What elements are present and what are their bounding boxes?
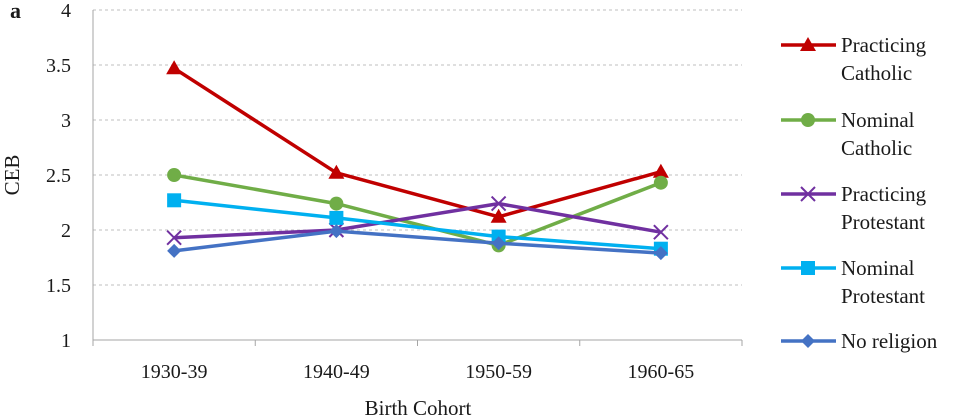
- legend-item-practicing-protestant: Practicing Protestant: [781, 182, 927, 234]
- data-point-nominal-protestant: [167, 193, 182, 208]
- data-point-practicing-catholic: [166, 60, 183, 75]
- data-point-practicing-catholic: [490, 208, 507, 223]
- y-tick-label: 1: [61, 330, 71, 352]
- data-point-nominal-catholic: [329, 196, 344, 211]
- data-point-nominal-catholic: [167, 168, 182, 182]
- data-point-practicing-protestant: [490, 195, 507, 212]
- y-tick-label: 3.5: [46, 55, 71, 77]
- series-line-practicing-protestant: [174, 201, 662, 240]
- data-point-nominal-catholic: [653, 175, 668, 190]
- x-tick-label: 1930-39: [141, 361, 208, 383]
- legend-label: Practicing: [841, 182, 927, 206]
- data-point-practicing-catholic: [328, 164, 345, 179]
- y-tick-label: 2: [61, 220, 71, 242]
- x-tick-label: 1940-49: [303, 361, 370, 383]
- legend-marker: [800, 186, 816, 202]
- legend-label: Catholic: [841, 136, 912, 160]
- legend-marker: [800, 37, 816, 51]
- data-point-no-religion: [491, 236, 506, 251]
- legend-label: No religion: [841, 329, 938, 353]
- y-tick-label: 3: [61, 110, 71, 132]
- y-axis-title: CEB: [0, 155, 24, 196]
- data-point-practicing-catholic: [652, 163, 669, 178]
- gridlines: [93, 9, 742, 286]
- series-line-nominal-catholic: [173, 173, 662, 248]
- legend-label: Practicing: [841, 33, 927, 57]
- legend-label: Nominal: [841, 108, 915, 132]
- legend-label: Nominal: [841, 256, 915, 280]
- data-point-practicing-protestant: [653, 224, 669, 240]
- x-tick-label: 1950-59: [465, 361, 532, 383]
- legend-marker: [801, 334, 815, 348]
- y-tick-label: 1.5: [46, 275, 71, 297]
- data-point-nominal-protestant: [329, 210, 344, 225]
- legend-item-practicing-catholic: Practicing Catholic: [781, 33, 927, 85]
- series-line-no-religion: [173, 229, 661, 255]
- x-tick-label: 1960-65: [628, 361, 695, 383]
- legend-marker: [801, 113, 815, 127]
- y-axis-ticks: 1 1.5 2 2.5 3 3.5 4: [46, 0, 71, 352]
- panel-label: a: [10, 0, 21, 23]
- legend-item-nominal-catholic: Nominal Catholic: [781, 108, 915, 160]
- data-point-no-religion: [167, 243, 182, 258]
- data-point-no-religion: [653, 246, 668, 261]
- data-point-practicing-protestant: [166, 229, 182, 246]
- legend-label: Catholic: [841, 61, 912, 85]
- y-tick-label: 4: [61, 0, 71, 22]
- legend: PracticingCatholicNominalCatholicPractic…: [781, 33, 938, 353]
- series-line-nominal-protestant: [173, 198, 662, 251]
- series-nominal-catholic: [167, 168, 668, 253]
- series-practicing-catholic: [166, 60, 669, 223]
- legend-label: Protestant: [841, 284, 925, 308]
- series-practicing-protestant: [166, 195, 669, 246]
- x-axis-title: Birth Cohort: [365, 396, 472, 419]
- series-group: [166, 60, 669, 261]
- legend-label: Protestant: [841, 210, 925, 234]
- legend-item-nominal-protestant: Nominal Protestant: [781, 256, 925, 308]
- series-line-practicing-catholic: [173, 66, 662, 219]
- y-tick-label: 2.5: [46, 165, 71, 187]
- legend-item-no-religion: No religion: [781, 329, 938, 353]
- data-point-no-religion: [329, 224, 344, 239]
- series-no-religion: [167, 224, 668, 261]
- legend-marker: [801, 261, 815, 275]
- x-axis: 1930-39 1940-49 1950-59 1960-65: [92, 10, 743, 383]
